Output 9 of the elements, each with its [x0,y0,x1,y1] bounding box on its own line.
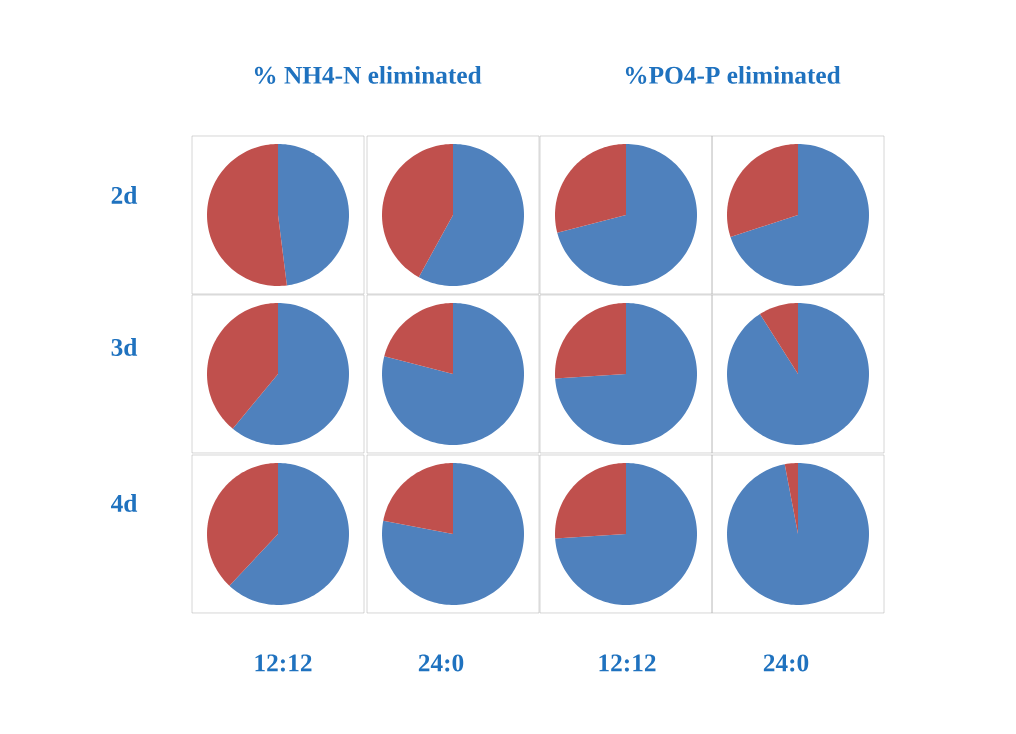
text: 4d [110,494,138,512]
text: 2d [111,186,138,204]
text: 3d [111,338,138,356]
text: 12:12 [255,654,312,672]
text: 24:0 [763,654,809,672]
text: 24:0 [418,654,464,672]
text: % NH4-N eliminated [254,66,482,84]
text: %PO4-P eliminated [625,66,841,84]
text: 12:12 [599,654,656,672]
